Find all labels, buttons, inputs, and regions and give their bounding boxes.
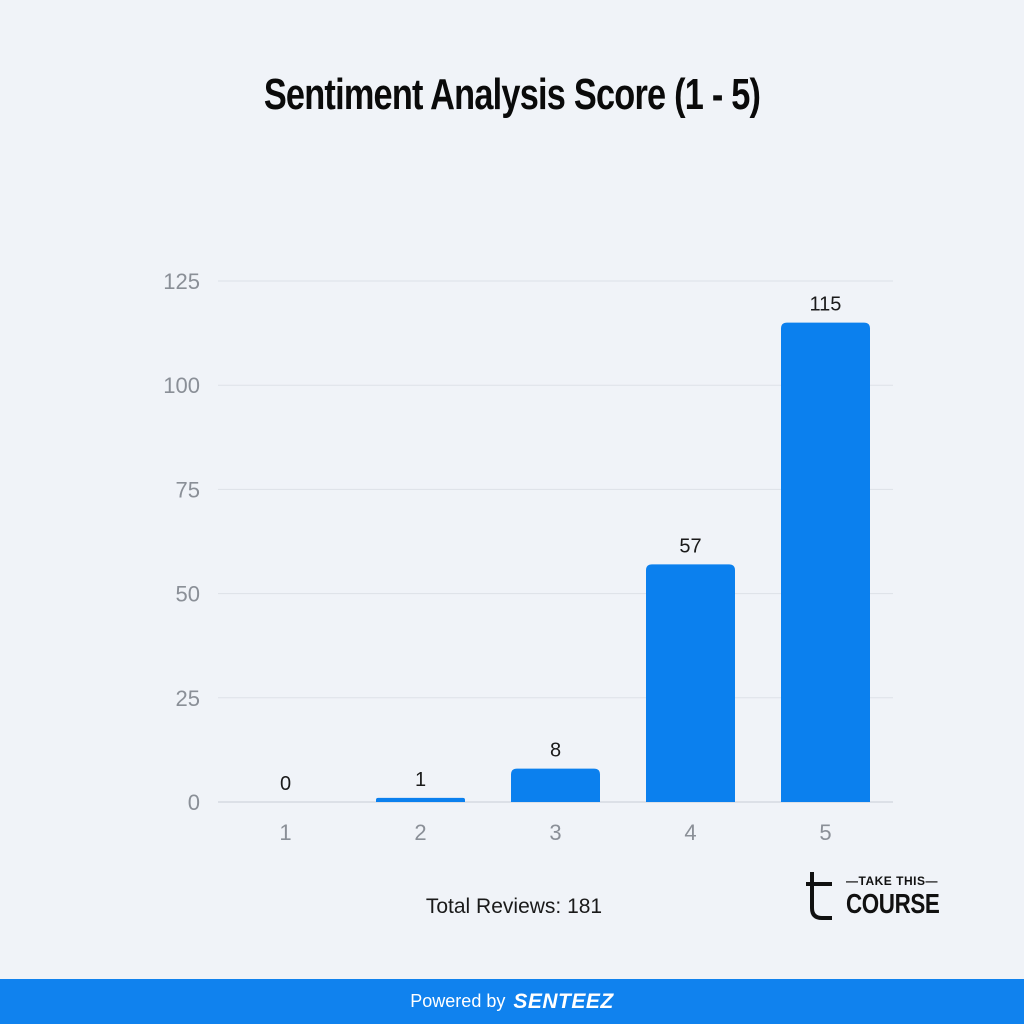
x-tick-label: 5 bbox=[819, 820, 831, 845]
total-reviews: Total Reviews: 181 bbox=[425, 895, 603, 918]
data-label: 115 bbox=[810, 294, 842, 316]
bar bbox=[511, 768, 600, 802]
bar-chart: 0 25 50 75 100 125 0 1 1 2 8 3 57 4 115 5 bbox=[163, 269, 893, 845]
chart-title: Sentiment Analysis Score (1 - 5) bbox=[263, 70, 761, 119]
data-label: 8 bbox=[550, 740, 561, 762]
y-tick-label: 0 bbox=[188, 790, 200, 815]
data-label: 57 bbox=[679, 535, 701, 557]
x-tick-label: 4 bbox=[684, 820, 696, 845]
data-label: 1 bbox=[415, 769, 426, 791]
footer-label: Powered by bbox=[410, 991, 506, 1011]
logo-t-icon bbox=[806, 872, 832, 920]
logo-top-text: —TAKE THIS— bbox=[846, 874, 938, 888]
logo-bottom-text: COURSE bbox=[846, 888, 940, 919]
x-tick-label: 3 bbox=[549, 820, 561, 845]
y-tick-label: 50 bbox=[176, 582, 200, 607]
footer-brand[interactable]: SENTEEZ bbox=[513, 989, 614, 1013]
take-this-course-logo: —TAKE THIS— COURSE bbox=[806, 868, 940, 924]
bar bbox=[781, 322, 870, 802]
y-tick-label: 75 bbox=[176, 477, 200, 502]
bar bbox=[646, 564, 735, 802]
y-tick-label: 25 bbox=[176, 686, 200, 711]
x-tick-label: 2 bbox=[414, 820, 426, 845]
data-label: 0 bbox=[280, 773, 291, 795]
y-tick-label: 125 bbox=[163, 269, 200, 294]
y-tick-label: 100 bbox=[163, 373, 200, 398]
x-tick-label: 1 bbox=[279, 820, 291, 845]
footer-bar: Powered by SENTEEZ bbox=[0, 979, 1024, 1024]
bar bbox=[376, 797, 465, 802]
